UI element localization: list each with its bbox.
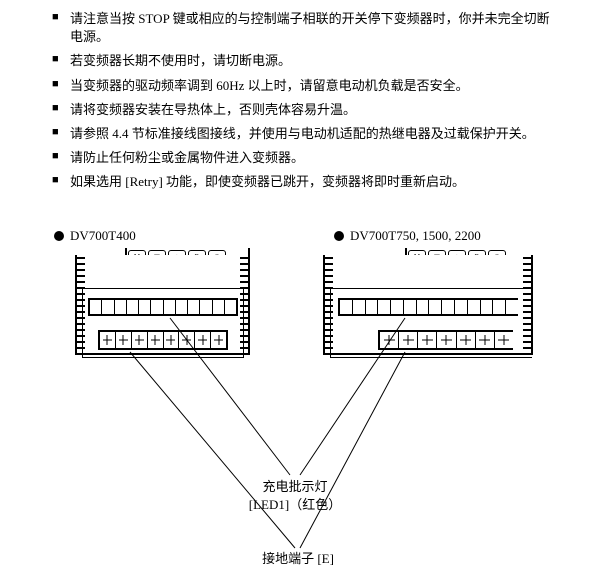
model-labels-row: DV700T400 DV700T750, 1500, 2200	[0, 198, 589, 244]
bullet-circle-icon	[334, 231, 344, 241]
warning-list: 请注意当按 STOP 键或相应的与控制端子相联的开关停下变频器时，你并未完全切断…	[0, 0, 589, 192]
model-label-left: DV700T400	[54, 228, 334, 244]
ground-terminal-label: 接地端子 [E]	[248, 550, 348, 568]
label-line2: [LED1]（红色）	[240, 496, 350, 514]
bullet-item: 若变频器长期不使用时，请切断电源。	[52, 52, 559, 70]
charge-indicator-label: 充电批示灯 [LED1]（红色）	[240, 478, 350, 514]
label-line1: 充电批示灯	[240, 478, 350, 496]
bullet-circle-icon	[54, 231, 64, 241]
model-label-right: DV700T750, 1500, 2200	[334, 228, 481, 244]
bullet-item: 请参照 4.4 节标准接线图接线，并使用与电动机适配的热继电器及过载保护开关。	[52, 125, 559, 143]
power-terminal-right	[378, 330, 513, 350]
device-diagram: M ▽ △ R S M ▽ △ R S	[0, 250, 589, 572]
model-text: DV700T750, 1500, 2200	[350, 228, 481, 244]
bullet-item: 请将变频器安装在导热体上，否则壳体容易升温。	[52, 101, 559, 119]
bullet-item: 请防止任何粉尘或金属物件进入变频器。	[52, 149, 559, 167]
bullet-item: 请注意当按 STOP 键或相应的与控制端子相联的开关停下变频器时，你并未完全切断…	[52, 10, 559, 46]
control-terminal-right	[338, 298, 518, 316]
bullet-item: 当变频器的驱动频率调到 60Hz 以上时，请留意电动机负载是否安全。	[52, 77, 559, 95]
control-terminal-left	[88, 298, 238, 316]
power-terminal-left	[98, 330, 228, 350]
bullet-item: 如果选用 [Retry] 功能，即使变频器已跳开，变频器将即时重新启动。	[52, 173, 559, 191]
model-text: DV700T400	[70, 228, 136, 244]
